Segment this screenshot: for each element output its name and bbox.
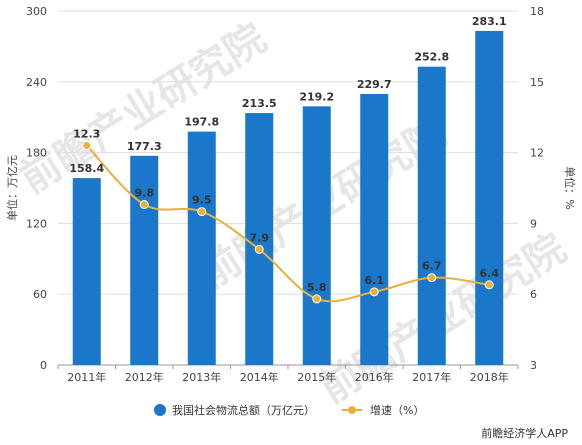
- bar-value-label: 177.3: [127, 140, 162, 153]
- line-series: [82, 141, 494, 304]
- bar: [187, 131, 216, 365]
- line-value-label: 7.9: [250, 231, 270, 244]
- bar-value-label: 213.5: [242, 97, 277, 110]
- line-value-label: 9.5: [192, 194, 212, 207]
- line-value-label: 9.8: [135, 187, 155, 200]
- y-tick-label: 180: [26, 147, 47, 160]
- line-value-label: 5.8: [307, 281, 327, 294]
- x-tick-label: 2017年: [412, 370, 451, 384]
- line-value-label: 6.4: [480, 267, 500, 280]
- y2-tick-label: 15: [530, 76, 544, 89]
- bar: [417, 66, 446, 366]
- y-tick-label: 60: [33, 288, 47, 301]
- y-tick-label: 0: [40, 359, 47, 372]
- bar: [245, 113, 274, 365]
- credit-text: 前瞻经济学人APP: [481, 426, 568, 440]
- bar-value-label: 197.8: [184, 116, 219, 129]
- legend-line-dot: [348, 406, 356, 414]
- line-point: [312, 294, 322, 304]
- bar-value-label: 158.4: [69, 162, 104, 175]
- line-value-label: 6.1: [365, 274, 385, 287]
- bar: [72, 178, 101, 365]
- data-labels: 158.4 177.3 197.8 213.5 219.2 229.7 252.8 283.1…: [69, 15, 506, 294]
- y-tick-label: 300: [26, 5, 47, 18]
- axes: 0 60 120 180 240 300 3 6 9 12 15 18 单位：万亿元 单位：% 2011年 2…: [5, 5, 577, 384]
- y2-tick-label: 9: [530, 217, 537, 230]
- line-point: [254, 244, 264, 254]
- line-point: [197, 207, 207, 217]
- legend-line-label: 增速（%）: [370, 403, 424, 417]
- bar-series: [72, 30, 504, 366]
- y2-tick-label: 3: [530, 359, 537, 372]
- x-tick-label: 2015年: [297, 370, 336, 384]
- y2-tick-label: 12: [530, 147, 544, 160]
- x-tick-label: 2018年: [470, 370, 509, 384]
- line-value-label: 6.7: [422, 260, 442, 273]
- bar-value-label: 252.8: [414, 51, 449, 64]
- x-tick-label: 2016年: [355, 370, 394, 384]
- line-point: [139, 200, 149, 210]
- legend-bar-marker: [154, 404, 166, 416]
- line-value-label: 12.3: [73, 128, 100, 141]
- legend-bar-label: 我国社会物流总额（万亿元）: [172, 403, 315, 417]
- y-axis-title: 单位：万亿元: [5, 155, 19, 221]
- y-tick-label: 240: [26, 76, 47, 89]
- bar: [302, 106, 331, 366]
- x-tick-label: 2014年: [240, 370, 279, 384]
- x-tick-label: 2012年: [125, 370, 164, 384]
- line-point: [484, 280, 494, 290]
- bar-value-label: 283.1: [472, 15, 507, 28]
- y-tick-label: 120: [26, 217, 47, 230]
- line-point: [427, 273, 437, 283]
- line-point: [369, 287, 379, 297]
- bar: [130, 155, 159, 365]
- line-point: [82, 141, 92, 151]
- x-tick-label: 2013年: [182, 370, 221, 384]
- y2-axis-title: 单位：%: [563, 166, 577, 209]
- y2-tick-label: 18: [530, 5, 544, 18]
- bar-value-label: 229.7: [357, 78, 392, 91]
- bar: [475, 30, 504, 366]
- x-tick-label: 2011年: [67, 370, 106, 384]
- y2-tick-label: 6: [530, 288, 537, 301]
- legend: 我国社会物流总额（万亿元） 增速（%）: [154, 403, 424, 417]
- bar-value-label: 219.2: [299, 90, 334, 103]
- bar: [360, 93, 389, 365]
